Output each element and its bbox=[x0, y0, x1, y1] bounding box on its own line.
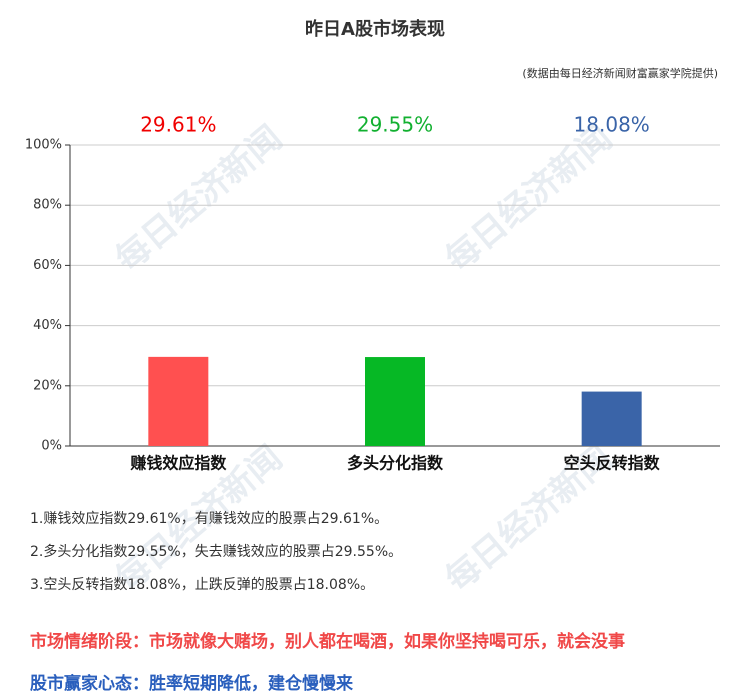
y-tick-label: 40% bbox=[33, 318, 62, 333]
x-tick-label: 空头反转指数 bbox=[564, 454, 661, 473]
y-tick-label: 20% bbox=[33, 378, 62, 393]
mindset: 股市赢家心态：胜率短期降低，建仓慢慢来 bbox=[30, 673, 354, 694]
bar bbox=[365, 357, 425, 446]
value-label: 18.08% bbox=[574, 113, 650, 137]
x-tick-label: 多头分化指数 bbox=[347, 454, 444, 473]
note: 3.空头反转指数18.08%，止跌反弹的股票占18.08%。 bbox=[30, 577, 374, 593]
y-tick-label: 80% bbox=[33, 198, 62, 213]
sentiment: 市场情绪阶段：市场就像大赌场，别人都在喝酒，如果你坚持喝可乐，就会没事 bbox=[30, 631, 625, 652]
y-tick-label: 0% bbox=[41, 439, 62, 454]
bar bbox=[581, 391, 642, 446]
y-tick-label: 60% bbox=[33, 258, 62, 273]
bar bbox=[148, 356, 209, 446]
value-label: 29.61% bbox=[140, 113, 216, 137]
y-tick-label: 100% bbox=[25, 138, 62, 153]
watermark: 每日经济新闻 bbox=[438, 118, 620, 280]
note: 2.多头分化指数29.55%，失去赚钱效应的股票占29.55%。 bbox=[30, 543, 402, 560]
note: 1.赚钱效应指数29.61%，有赚钱效应的股票占29.61%。 bbox=[30, 510, 388, 527]
x-tick-label: 赚钱效应指数 bbox=[129, 454, 227, 473]
chart-title: 昨日A股市场表现 bbox=[305, 18, 445, 40]
subtitle: (数据由每日经济新闻财富赢家学院提供) bbox=[522, 66, 718, 80]
value-label: 29.55% bbox=[357, 113, 433, 137]
watermark: 每日经济新闻 bbox=[108, 118, 290, 280]
